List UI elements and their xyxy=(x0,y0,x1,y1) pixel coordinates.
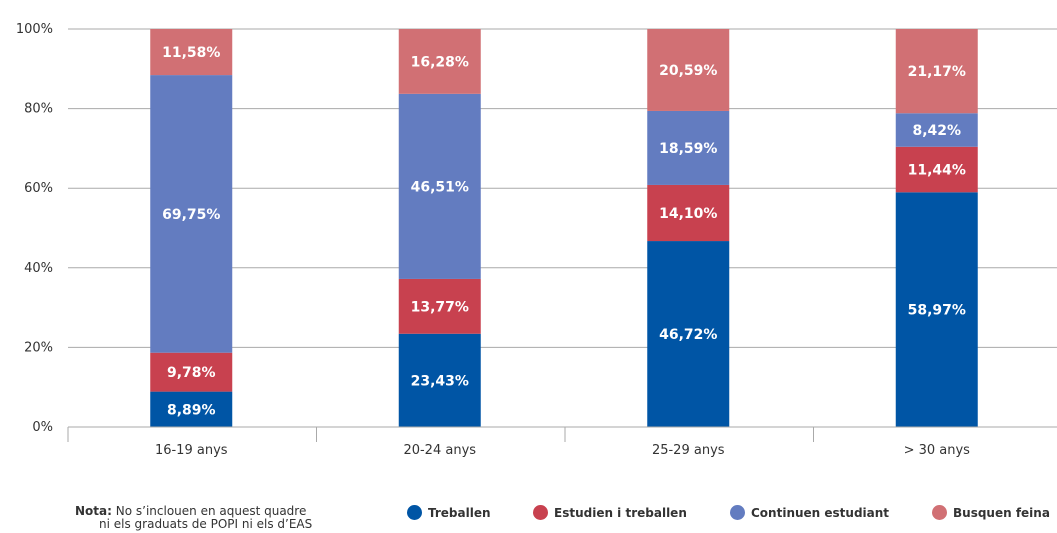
legend-item-busquen-feina: Busquen feina xyxy=(932,505,1050,520)
data-label-continuen-estudiant-20-24-anys: 46,51% xyxy=(411,179,469,195)
data-label-treballen-20-24-anys: 23,43% xyxy=(411,373,469,389)
note: Nota: No s’inclouen en aquest quadre ni … xyxy=(75,505,395,531)
data-label-treballen-25-29-anys: 46,72% xyxy=(659,327,717,343)
data-label-estudien-i-treballen-16-19-anys: 9,78% xyxy=(167,365,216,381)
legend-swatch-continuen-estudiant xyxy=(730,505,745,520)
data-label-estudien-i-treballen-25-29-anys: 14,10% xyxy=(659,206,717,222)
legend-swatch-busquen-feina xyxy=(932,505,947,520)
bar-busquen-feina-16-19-anys xyxy=(150,29,233,76)
y-tick-label-80: 80% xyxy=(24,102,53,117)
bar-continuen-estudiant-20-24-anys xyxy=(398,93,481,279)
data-label-estudien-i-treballen-20-24-anys: 13,77% xyxy=(411,299,469,315)
data-label-busquen-feina-30-anys: 21,17% xyxy=(908,64,966,80)
y-tick-label-60: 60% xyxy=(24,181,53,196)
legend-label-busquen-feina: Busquen feina xyxy=(953,505,1050,520)
x-tick-label-16-19-anys: 16-19 anys xyxy=(155,443,228,458)
bar-treballen-20-24-anys xyxy=(398,333,481,427)
note-label: Nota: xyxy=(75,505,112,518)
data-label-busquen-feina-25-29-anys: 20,59% xyxy=(659,63,717,79)
data-label-busquen-feina-20-24-anys: 16,28% xyxy=(411,54,469,70)
legend-swatch-treballen xyxy=(407,505,422,520)
y-tick-label-40: 40% xyxy=(24,261,53,276)
x-tick-label-25-29-anys: 25-29 anys xyxy=(652,443,725,458)
x-axis: 16-19 anys 20-24 anys 25-29 anys > 30 anys xyxy=(67,426,1057,458)
data-label-continuen-estudiant-30-anys: 8,42% xyxy=(912,123,961,139)
bars: 8,89% 9,78% 69,75% 11,58% 23,43% 13,77% 46,51%… xyxy=(150,29,978,427)
y-axis-tick-labels: 0% 20% 40% 60% 80% 100% xyxy=(16,22,53,435)
note-text-line2: ni els graduats de POPI ni els d’EAS xyxy=(99,517,313,531)
data-label-treballen-30-anys: 58,97% xyxy=(908,303,966,319)
gridlines xyxy=(68,28,1057,348)
bar-estudien-i-treballen-25-29-anys xyxy=(647,184,730,242)
legend-item-estudien-i-treballen: Estudien i treballen xyxy=(533,505,687,520)
bar-busquen-feina-30-anys xyxy=(895,29,978,114)
legend-label-continuen-estudiant: Continuen estudiant xyxy=(751,505,890,520)
legend-swatch-estudien-i-treballen xyxy=(533,505,548,520)
data-label-continuen-estudiant-25-29-anys: 18,59% xyxy=(659,141,717,157)
bar-estudien-i-treballen-30-anys xyxy=(895,146,978,193)
legend-item-continuen-estudiant: Continuen estudiant xyxy=(730,505,889,520)
y-tick-label-100: 100% xyxy=(16,22,53,37)
bar-continuen-estudiant-16-19-anys xyxy=(150,75,233,353)
legend-label-estudien-i-treballen: Estudien i treballen xyxy=(554,505,687,520)
bar-treballen-25-29-anys xyxy=(647,241,730,427)
bar-continuen-estudiant-25-29-anys xyxy=(647,110,730,185)
x-tick-label-20-24-anys: 20-24 anys xyxy=(403,443,476,458)
data-label-continuen-estudiant-16-19-anys: 69,75% xyxy=(162,207,220,223)
legend-label-treballen: Treballen xyxy=(428,505,491,520)
data-label-treballen-16-19-anys: 8,89% xyxy=(167,402,216,418)
bar-busquen-feina-20-24-anys xyxy=(398,29,481,94)
stacked-bar-chart: 0% 20% 40% 60% 80% 100% 8,89% 9,78% 69,75% 11,58… xyxy=(16,22,1057,458)
bar-treballen-30-anys xyxy=(895,192,978,427)
note-text-line1: No s’inclouen en aquest quadre xyxy=(115,505,307,518)
y-tick-label-0: 0% xyxy=(32,420,53,435)
chart-footer: Nota: No s’inclouen en aquest quadre ni … xyxy=(0,505,1057,533)
y-tick-label-20: 20% xyxy=(24,340,53,355)
data-label-busquen-feina-16-19-anys: 11,58% xyxy=(162,45,220,61)
data-label-estudien-i-treballen-30-anys: 11,44% xyxy=(908,163,966,179)
bar-estudien-i-treballen-20-24-anys xyxy=(398,278,481,334)
bar-estudien-i-treballen-16-19-anys xyxy=(150,352,233,392)
legend-item-treballen: Treballen xyxy=(407,505,491,520)
x-tick-label-30-anys: > 30 anys xyxy=(904,443,971,458)
bar-busquen-feina-25-29-anys xyxy=(647,29,730,111)
bar-treballen-16-19-anys xyxy=(150,391,233,427)
bar-continuen-estudiant-30-anys xyxy=(895,113,978,147)
